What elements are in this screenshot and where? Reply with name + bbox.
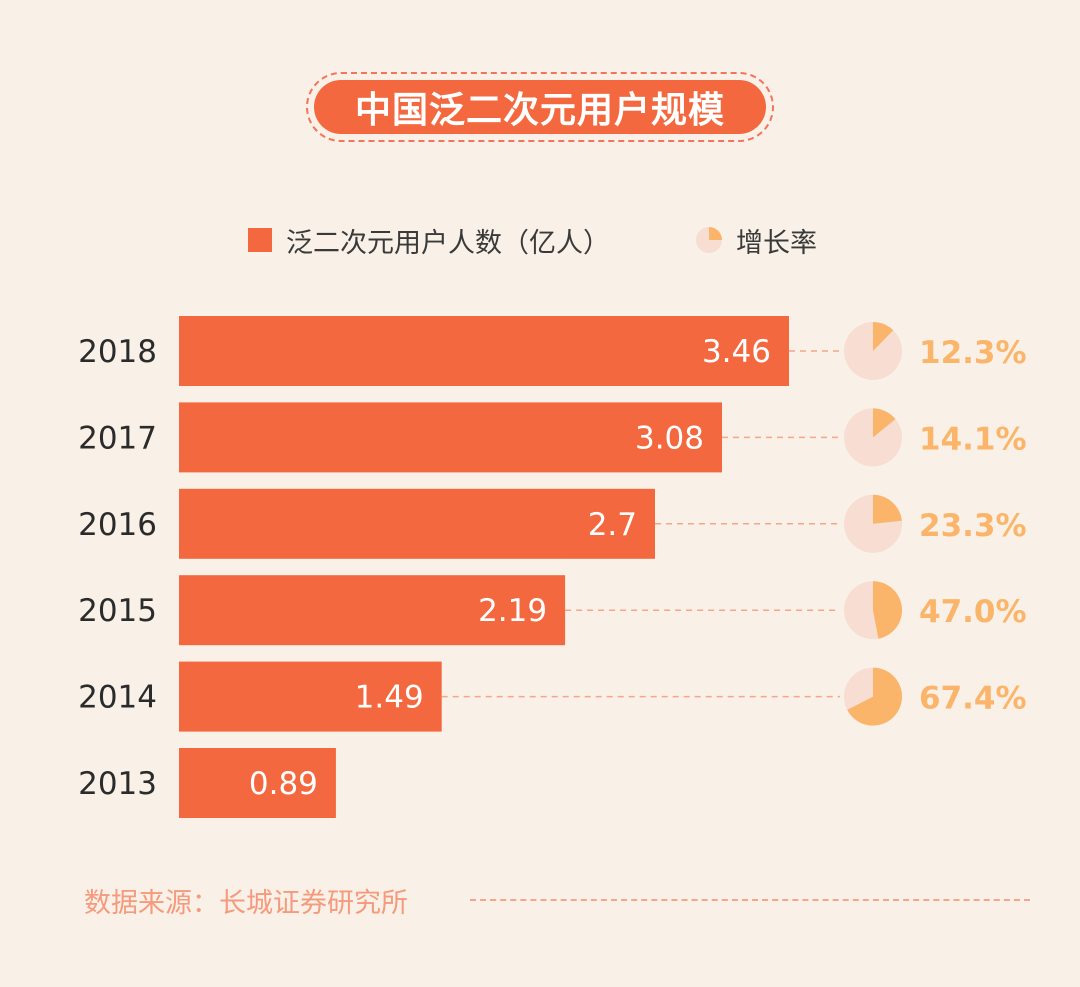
year-label: 2015 [78,593,157,629]
legend-item-users: 泛二次元用户人数（亿人） [248,218,610,262]
legend-swatch-users [248,228,272,252]
year-label: 2018 [78,334,157,370]
bar [179,488,656,559]
bar [179,661,442,732]
source-divider [470,899,1030,901]
growth-rate-label: 47.0% [919,594,1027,630]
source-note: 数据来源：长城证券研究所 [84,887,408,919]
growth-pie-slice [873,408,896,438]
growth-pie-slice [847,667,902,726]
growth-rate-label: 23.3% [919,508,1027,544]
bar [179,402,723,473]
bar-value-label: 2.7 [588,507,637,543]
year-label: 2016 [78,507,157,543]
legend-label-growth: 增长率 [736,227,817,259]
bar [179,748,336,818]
bar [179,575,566,646]
legend-label-users: 泛二次元用户人数（亿人） [286,227,610,259]
bar-value-label: 2.19 [478,593,547,629]
chart-title: 中国泛二次元用户规模 [314,80,766,134]
legend: 泛二次元用户人数（亿人） 增长率 [0,218,1080,262]
bar-value-label: 0.89 [249,766,318,802]
year-label: 2014 [78,680,157,716]
year-label: 2017 [78,420,157,456]
growth-pie-slice [873,494,902,524]
growth-rate-label: 12.3% [919,335,1027,371]
year-label: 2013 [78,766,157,802]
legend-item-growth: 增长率 [696,218,817,262]
bar-value-label: 1.49 [355,680,424,716]
bar [179,316,789,386]
legend-pie-icon [696,227,722,253]
title-frame: 中国泛二次元用户规模 [306,72,774,142]
growth-pie-slice [873,581,903,639]
bar-value-label: 3.46 [702,334,771,370]
growth-rate-label: 14.1% [919,421,1027,457]
bar-value-label: 3.08 [635,420,704,456]
growth-rate-label: 67.4% [919,681,1027,717]
growth-pie-slice [873,322,894,351]
